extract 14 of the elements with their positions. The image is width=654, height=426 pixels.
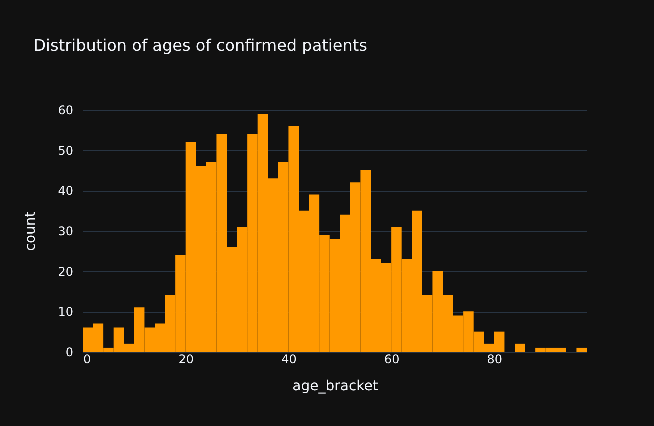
y-tick-label: 20 xyxy=(58,264,74,279)
x-tick-label: 0 xyxy=(84,352,92,366)
chart-title: Distribution of ages of confirmed patients xyxy=(34,36,368,55)
x-tick-label: 20 xyxy=(178,352,194,366)
y-tick-label: 60 xyxy=(58,104,74,118)
x-tick-label: 40 xyxy=(282,352,297,366)
x-axis-title: age_bracket xyxy=(292,378,379,394)
x-tick-label: 80 xyxy=(487,352,503,366)
y-tick-label: 10 xyxy=(58,305,74,320)
y-tick-label: 50 xyxy=(58,144,74,158)
y-axis-title: count xyxy=(23,211,40,252)
y-tick-label: 30 xyxy=(58,224,74,238)
y-tick-label: 40 xyxy=(58,184,74,198)
x-tick-label: 60 xyxy=(384,352,400,366)
